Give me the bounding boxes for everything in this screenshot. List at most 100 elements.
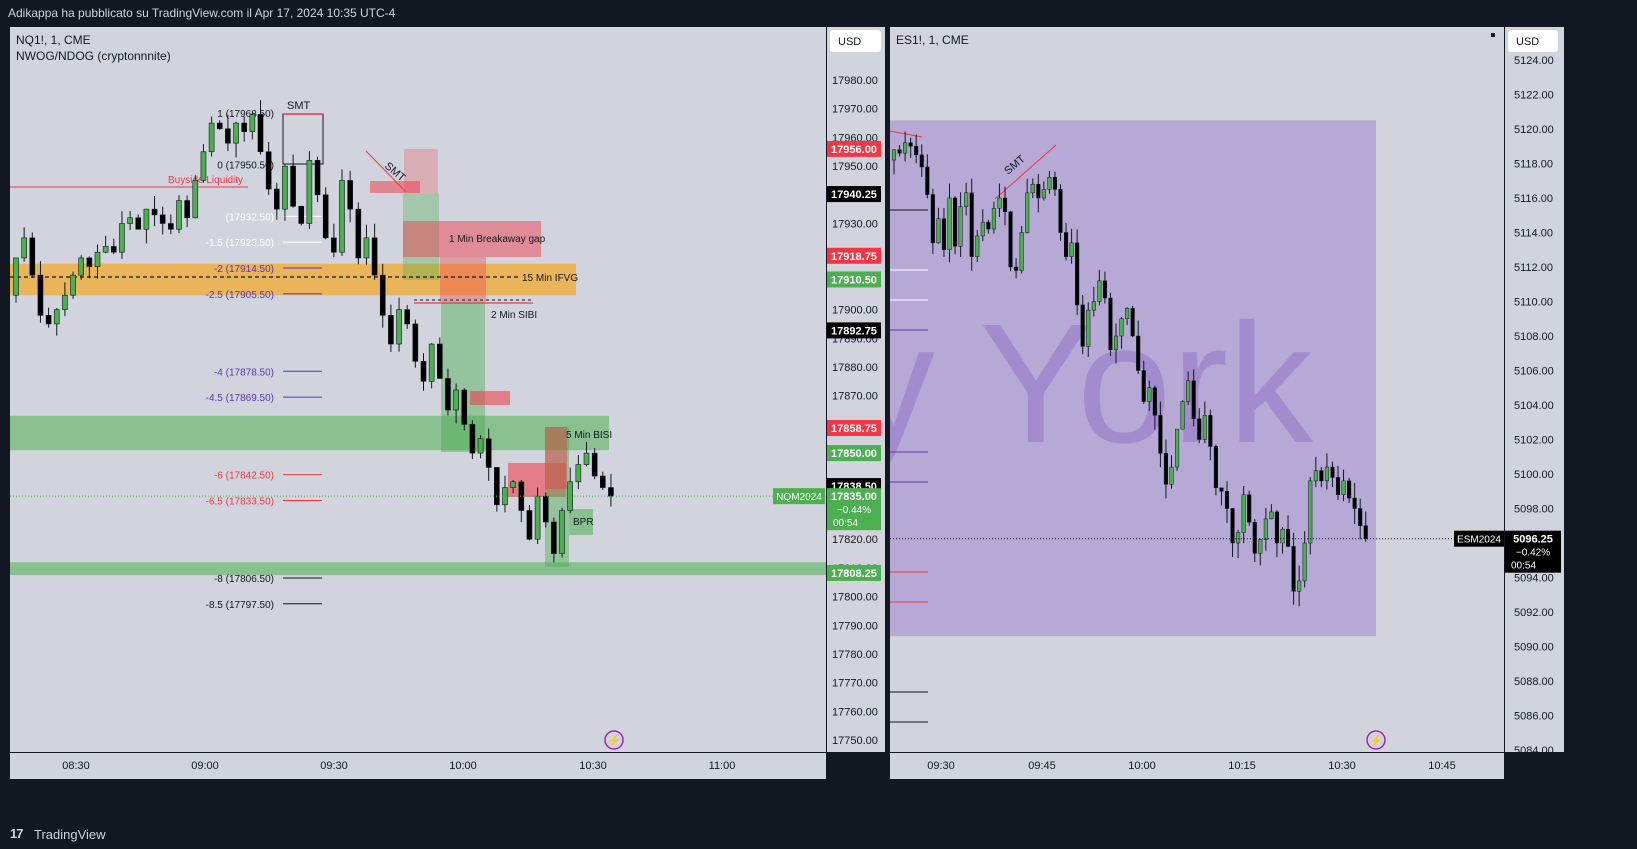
price-tick-label: 17800.00: [832, 592, 878, 604]
candle-body: [903, 142, 908, 154]
price-tick-label: 17750.00: [832, 735, 878, 747]
candle-body: [1175, 428, 1180, 468]
price-tick-label: 5084.00: [1514, 745, 1554, 757]
candle-body: [412, 323, 419, 362]
time-tick-label: 10:30: [579, 760, 607, 772]
candle-body: [265, 151, 272, 190]
symbol-title[interactable]: NQ1!, 1, CME: [16, 33, 91, 47]
plot-area[interactable]: [10, 27, 826, 752]
price-tick-label: 5112.00: [1514, 262, 1553, 274]
candle-body: [192, 180, 199, 219]
time-axis[interactable]: [10, 752, 826, 779]
plot-area[interactable]: [890, 27, 1504, 752]
price-tick-label: 17980.00: [832, 75, 878, 87]
candle-body: [469, 424, 476, 454]
candle-body: [1347, 480, 1352, 499]
price-tick-label: 5098.00: [1514, 504, 1554, 516]
price-tick-label: 17870.00: [832, 391, 878, 403]
es-chart-panel[interactable]: y York 5124.00 5122.00 5120.00 5118.00 5116.0…: [890, 27, 1627, 779]
red-bpr-box: [545, 427, 567, 489]
candle-body: [1191, 380, 1196, 420]
candle-body: [102, 246, 109, 253]
price-tick-label: 5088.00: [1514, 676, 1554, 688]
candle-body: [233, 122, 239, 144]
candle-body: [1091, 301, 1096, 311]
price-tag-bg: [827, 445, 881, 462]
currency-button[interactable]: [830, 30, 881, 52]
candle-body: [404, 309, 411, 325]
price-tick-label: 5086.00: [1514, 711, 1554, 723]
smt-label: SMT: [287, 100, 311, 112]
candle-body: [891, 149, 897, 161]
candle-body: [314, 160, 321, 196]
candle-body: [919, 154, 924, 168]
candle-body: [1130, 308, 1135, 337]
candle-body: [45, 315, 52, 325]
candle-body: [1058, 189, 1063, 233]
candle-body: [1113, 335, 1119, 351]
current-price-box: [827, 488, 881, 531]
candle-body: [257, 114, 264, 153]
candle-body: [355, 208, 362, 259]
symbol-title[interactable]: ES1!, 1, CME: [896, 33, 969, 47]
lightning-icon[interactable]: [604, 730, 624, 750]
candle-body: [1152, 387, 1157, 416]
candle-body: [908, 142, 913, 147]
currency-button[interactable]: [1508, 30, 1558, 52]
lightning-glyph: ⚡: [607, 734, 621, 747]
time-tick-label: 09:45: [1028, 760, 1056, 772]
price-tag-bg: [827, 140, 881, 157]
price-axis[interactable]: [1504, 27, 1564, 752]
candle-body: [1274, 511, 1279, 544]
time-tick-label: 08:30: [62, 760, 90, 772]
candle-body: [396, 309, 402, 345]
candle-body: [1324, 466, 1329, 482]
candle-body: [1236, 532, 1241, 544]
nq-chart-panel[interactable]: 17980.0017970.0017960.0017950.0017940.00…: [10, 27, 885, 779]
bpr-label: BPR: [573, 517, 594, 528]
candle-body: [290, 165, 296, 207]
bar-timer: 00:54: [1511, 561, 1536, 572]
zone-green-bisi: [10, 415, 609, 451]
price-tick-label: 5114.00: [1514, 228, 1553, 240]
time-tick-label: 10:15: [1228, 760, 1256, 772]
candle-body: [388, 315, 394, 345]
candle-body: [1052, 177, 1057, 190]
candle-body: [510, 481, 516, 488]
level-label: (17932.50): [226, 212, 274, 223]
candle-body: [379, 274, 386, 316]
price-tag: 17910.50: [831, 274, 877, 286]
candle-body: [1119, 318, 1124, 337]
level-label: 0 (17950.50): [217, 161, 274, 172]
price-tag-bg: [827, 322, 881, 339]
candle-body: [975, 235, 980, 257]
tradingview-brand[interactable]: TradingView: [34, 827, 106, 842]
candle-body: [184, 200, 190, 219]
level-label: -8 (17806.50): [214, 574, 274, 585]
price-tag: 17918.75: [831, 251, 877, 263]
tradingview-logo-icon[interactable]: 17: [10, 826, 24, 841]
red-block-low: [508, 463, 566, 497]
candle-body: [608, 487, 614, 497]
candle-body: [542, 495, 549, 523]
price-tag-bg: [827, 419, 881, 436]
candle-body: [1158, 415, 1163, 454]
time-axis[interactable]: [890, 752, 1504, 779]
candle-body: [420, 360, 427, 382]
candle-body: [1219, 487, 1224, 492]
candle-body: [461, 389, 468, 425]
price-tag: 17940.25: [831, 189, 877, 201]
candle-body: [1086, 309, 1091, 347]
price-tick-label: 17880.00: [832, 362, 878, 374]
indicator-title[interactable]: NWOG/NDOG (cryptonnnite): [16, 49, 171, 63]
candle-body: [1169, 466, 1174, 485]
level-label: -2 (17914.50): [214, 264, 274, 275]
menu-dot-icon[interactable]: [1491, 33, 1495, 37]
fvg-green-box: [403, 194, 439, 280]
price-tick-label: 5090.00: [1514, 642, 1554, 654]
current-price: 17835.00: [831, 491, 877, 503]
level-label: -1.5 (17923.50): [206, 238, 274, 249]
candle-body: [1141, 370, 1146, 402]
lightning-icon[interactable]: [1366, 730, 1386, 750]
candle-body: [225, 128, 231, 144]
